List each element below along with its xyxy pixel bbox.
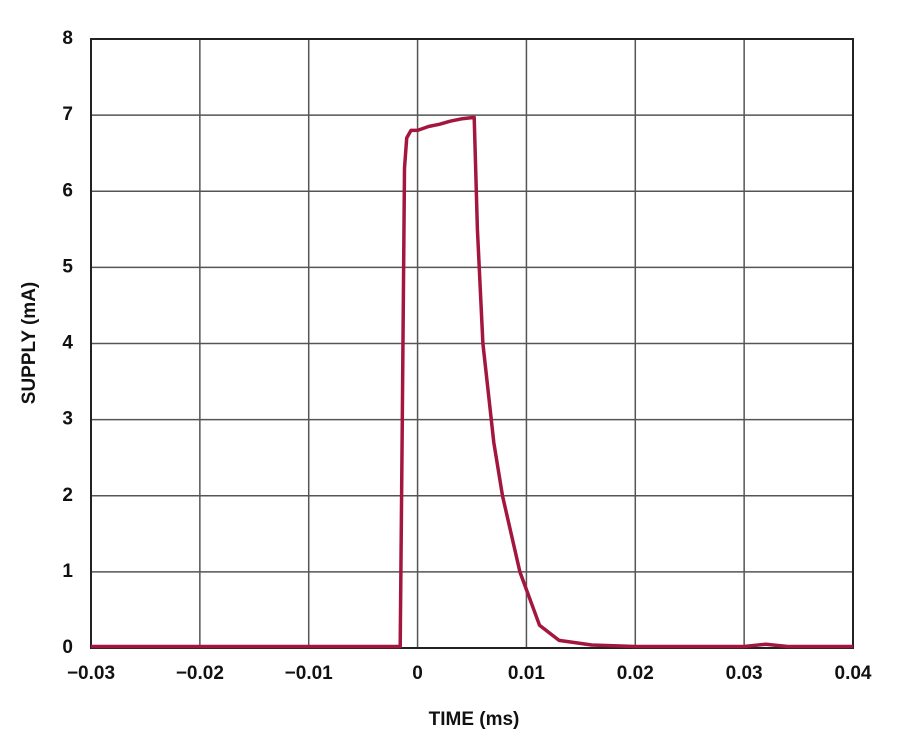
y-tick-label: 3 <box>62 409 73 430</box>
y-tick-label: 0 <box>62 637 73 658</box>
y-tick-label: 1 <box>62 561 73 582</box>
x-tick-label: 0 <box>412 663 423 684</box>
y-tick-label: 5 <box>62 256 73 277</box>
x-tick-label: −0.01 <box>285 663 334 684</box>
y-tick-label: 8 <box>62 28 73 49</box>
y-tick-label: 6 <box>62 180 73 201</box>
x-tick-label: 0.04 <box>835 663 872 684</box>
x-tick-label: 0.02 <box>617 663 654 684</box>
line <box>91 115 853 649</box>
y-tick-label: 2 <box>62 485 73 506</box>
x-axis-label: TIME (ms) <box>429 709 520 730</box>
y-tick-label: 4 <box>62 333 73 354</box>
x-tick-label: −0.02 <box>176 663 224 684</box>
y-tick-label: 7 <box>62 104 73 125</box>
x-tick-label: 0.01 <box>508 663 545 684</box>
x-tick-label: −0.03 <box>67 663 115 684</box>
plot-frame <box>90 38 854 649</box>
x-tick-label: 0.03 <box>726 663 763 684</box>
y-axis-label: SUPPLY (mA) <box>19 282 40 404</box>
